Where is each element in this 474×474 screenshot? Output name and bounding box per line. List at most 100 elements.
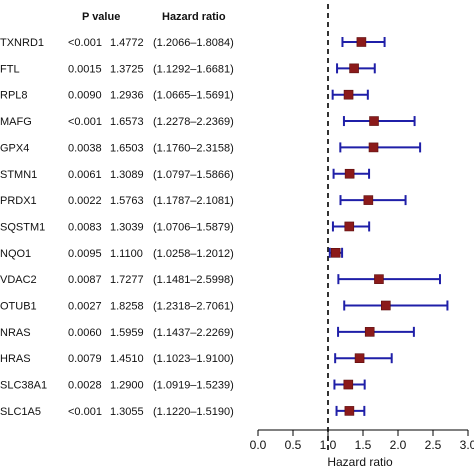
- p-value: 0.0022: [68, 195, 102, 207]
- confidence-interval: (1.2066–1.8084): [153, 37, 234, 49]
- hazard-ratio-marker: [349, 63, 359, 74]
- x-tick-label: 0.0: [250, 438, 267, 452]
- p-value: 0.0038: [68, 142, 102, 154]
- hazard-ratio-marker: [343, 89, 354, 100]
- forest-row: SLC38A1 0.0028 1.2900 (1.0919–1.5239): [0, 379, 366, 392]
- hazard-ratio-value: 1.6573: [110, 116, 144, 128]
- hazard-ratio-value: 1.5959: [110, 327, 144, 339]
- hazard-ratio-marker: [354, 353, 365, 364]
- forest-rows: TXNRD1 <0.001 1.4772 (1.2066–1.8084)FTL 0.00…: [0, 4, 449, 452]
- forest-row: SLC1A5 <0.001 1.3055 (1.1220–1.5190): [0, 405, 366, 418]
- gene-label: FTL: [0, 63, 20, 75]
- p-value: 0.0027: [68, 301, 102, 313]
- confidence-interval: (1.1481–2.5998): [153, 274, 234, 286]
- hazard-ratio-marker: [343, 379, 354, 390]
- confidence-interval: (1.2318–2.7061): [153, 301, 234, 313]
- confidence-interval: (1.1023–1.9100): [153, 353, 234, 365]
- confidence-interval: (1.1760–2.3158): [153, 142, 234, 154]
- hazard-ratio-marker: [369, 116, 379, 126]
- forest-row: VDAC2 0.0087 1.7277 (1.1481–2.5998): [0, 274, 441, 286]
- p-value: 0.0060: [68, 327, 102, 339]
- hazard-ratio-value: 1.3039: [110, 221, 144, 233]
- x-tick-label: 1.0: [320, 438, 337, 452]
- pvalue-header: P value: [82, 11, 120, 23]
- hazard-ratio-value: 1.3089: [110, 169, 144, 181]
- confidence-interval: (1.0919–1.5239): [153, 380, 234, 392]
- forest-row: MAFG <0.001 1.6573 (1.2278–2.2369): [0, 116, 416, 128]
- gene-label: VDAC2: [0, 274, 37, 286]
- hazard-ratio-value: 1.1100: [110, 248, 143, 260]
- hazard-ratio-marker: [368, 142, 379, 153]
- hazard-ratio-value: 1.5763: [110, 195, 144, 207]
- gene-label: PRDX1: [0, 195, 37, 207]
- p-value: 0.0083: [68, 221, 102, 233]
- p-value: <0.001: [68, 37, 102, 49]
- forest-row: NRAS 0.0060 1.5959 (1.1437–2.2269): [0, 326, 415, 339]
- forest-row: NQO1 0.0095 1.1100 (1.0258–1.2012): [0, 248, 344, 260]
- hazard-ratio-marker: [363, 195, 374, 205]
- gene-label: TXNRD1: [0, 37, 44, 49]
- hazard-ratio-marker: [374, 274, 384, 284]
- hazard-ratio-marker: [344, 221, 355, 232]
- confidence-interval: (1.0797–1.5866): [153, 169, 234, 181]
- x-tick-label: 1.5: [355, 438, 372, 452]
- gene-label: NQO1: [0, 248, 31, 260]
- hazard-ratio-marker: [330, 248, 341, 258]
- hazard-ratio-value: 1.4772: [110, 37, 144, 49]
- gene-label: STMN1: [0, 169, 37, 181]
- hazard-ratio-value: 1.6503: [110, 142, 144, 154]
- forest-row: RPL8 0.0090 1.2936 (1.0665–1.5691): [0, 89, 369, 102]
- gene-label: MAFG: [0, 116, 32, 128]
- p-value: <0.001: [68, 116, 102, 128]
- forest-row: SQSTM1 0.0083 1.3039 (1.0706–1.5879): [0, 221, 371, 233]
- gene-label: SLC1A5: [0, 406, 41, 418]
- forest-row: GPX4 0.0038 1.6503 (1.1760–2.3158): [0, 142, 422, 154]
- gene-label: NRAS: [0, 327, 31, 339]
- hazard-ratio-marker: [381, 300, 391, 311]
- forest-row: PRDX1 0.0022 1.5763 (1.1787–2.1081): [0, 195, 407, 207]
- confidence-interval: (1.1292–1.6681): [153, 63, 234, 75]
- forest-row: FTL 0.0015 1.3725 (1.1292–1.6681): [0, 63, 376, 75]
- p-value: 0.0028: [68, 380, 102, 392]
- x-tick-label: 0.5: [285, 438, 302, 452]
- gene-label: SQSTM1: [0, 221, 45, 233]
- confidence-interval: (1.0706–1.5879): [153, 221, 234, 233]
- forest-row: HRAS 0.0079 1.4510 (1.1023–1.9100): [0, 353, 393, 365]
- hazard-ratio-marker: [356, 37, 367, 47]
- x-tick-label: 2.0: [390, 438, 407, 452]
- gene-label: GPX4: [0, 142, 29, 154]
- gene-label: OTUB1: [0, 301, 37, 313]
- p-value: 0.0061: [68, 169, 102, 181]
- hazard-ratio-value: 1.8258: [110, 301, 144, 313]
- p-value: 0.0090: [68, 90, 102, 102]
- hazard-ratio-value: 1.7277: [110, 274, 144, 286]
- p-value: 0.0095: [68, 248, 102, 260]
- confidence-interval: (1.1220–1.5190): [153, 406, 234, 418]
- p-value: 0.0015: [68, 63, 102, 75]
- hazard-ratio-value: 1.2936: [110, 90, 144, 102]
- confidence-interval: (1.1437–2.2269): [153, 327, 234, 339]
- hazard-ratio-value: 1.3725: [110, 63, 144, 75]
- x-axis: 0.0 0.5 1.0 1.5 2.0 2.5 3.0: [250, 429, 474, 452]
- forest-row: OTUB1 0.0027 1.8258 (1.2318–2.7061): [0, 300, 449, 313]
- p-value: 0.0087: [68, 274, 102, 286]
- confidence-interval: (1.0258–1.2012): [153, 248, 234, 260]
- hazard-ratio-value: 1.4510: [110, 353, 144, 365]
- x-tick-label: 2.5: [425, 438, 442, 452]
- confidence-interval: (1.2278–2.2369): [153, 116, 234, 128]
- hazard-ratio-marker: [364, 327, 375, 337]
- x-axis-label: Hazard ratio: [327, 455, 393, 469]
- gene-label: RPL8: [0, 90, 28, 102]
- hazard-ratio-header: Hazard ratio: [162, 11, 226, 23]
- forest-row: TXNRD1 <0.001 1.4772 (1.2066–1.8084): [0, 37, 386, 49]
- confidence-interval: (1.1787–2.1081): [153, 195, 234, 207]
- p-value: <0.001: [68, 406, 102, 418]
- hazard-ratio-marker: [344, 168, 355, 179]
- hazard-ratio-value: 1.2900: [110, 380, 144, 392]
- x-tick-label: 3.0: [460, 438, 474, 452]
- hazard-ratio-value: 1.3055: [110, 406, 144, 418]
- hazard-ratio-marker: [344, 406, 355, 416]
- gene-label: HRAS: [0, 353, 31, 365]
- confidence-interval: (1.0665–1.5691): [153, 90, 234, 102]
